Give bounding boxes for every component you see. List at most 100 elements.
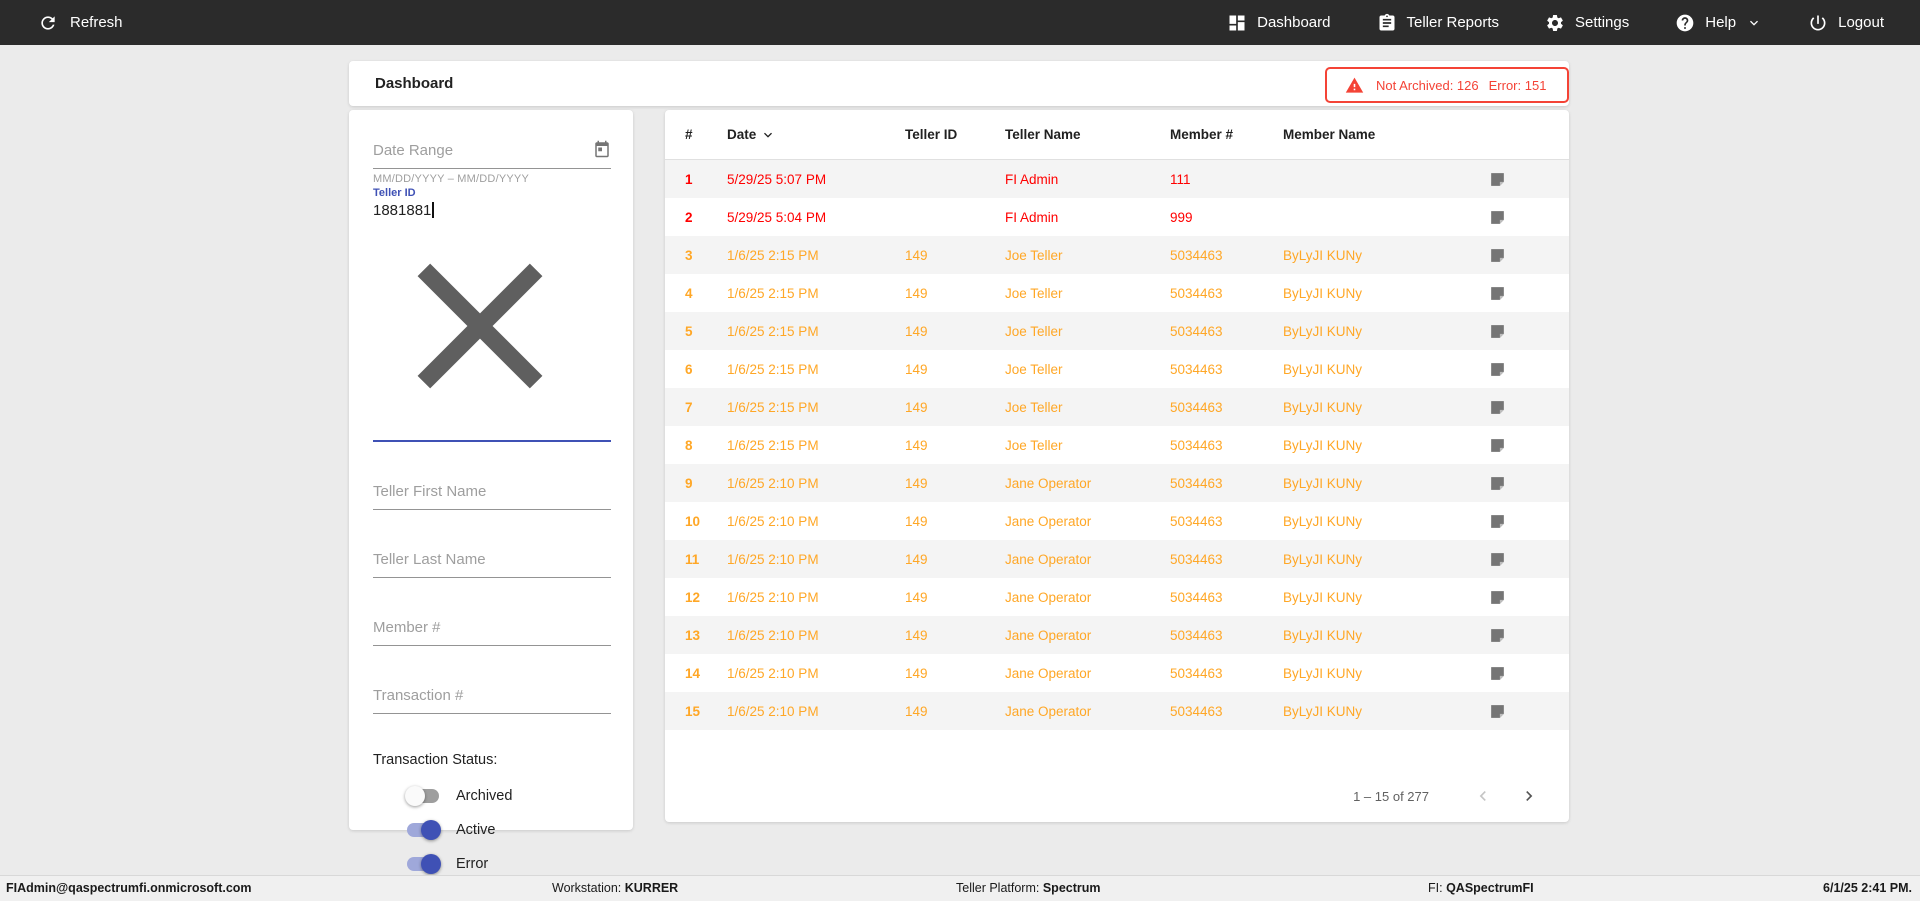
cell-member-name: ByLyJI KUNy (1283, 703, 1363, 719)
note-icon[interactable] (1488, 246, 1569, 265)
nav-dashboard[interactable]: Dashboard (1227, 13, 1331, 33)
toggle-switch-active[interactable] (405, 820, 441, 840)
toggle-switch-error[interactable] (405, 854, 441, 874)
table-row[interactable]: 13 1/6/25 2:10 PM 149 Jane Operator 5034… (665, 616, 1569, 654)
cell-member-num: 5034463 (1170, 475, 1223, 491)
teller-first-name-input[interactable] (373, 479, 611, 510)
calendar-icon[interactable] (593, 140, 611, 158)
cell-teller-name: Jane Operator (1005, 513, 1092, 529)
note-icon[interactable] (1488, 588, 1569, 607)
row-number: 4 (685, 285, 693, 301)
note-icon[interactable] (1488, 474, 1569, 493)
table-header-row: # Date Teller ID Teller Name Member # Me… (665, 110, 1569, 160)
table-row[interactable]: 15 1/6/25 2:10 PM 149 Jane Operator 5034… (665, 692, 1569, 730)
cell-teller-id: 149 (905, 513, 928, 529)
teller-last-name-input[interactable] (373, 547, 611, 578)
chevron-left-icon (1473, 786, 1493, 806)
cell-member-num: 5034463 (1170, 323, 1223, 339)
nav-settings[interactable]: Settings (1545, 13, 1629, 33)
date-range-field[interactable] (373, 138, 611, 169)
refresh-button[interactable]: Refresh (38, 13, 123, 33)
teller-id-input[interactable]: 1881881 (373, 199, 611, 442)
col-header-member-num[interactable]: Member # (1170, 127, 1234, 142)
error-count: Error: 151 (1488, 77, 1547, 93)
table-row[interactable]: 6 1/6/25 2:15 PM 149 Joe Teller 5034463 … (665, 350, 1569, 388)
pagination: 1 – 15 of 277 (1353, 782, 1543, 810)
table-row[interactable]: 7 1/6/25 2:15 PM 149 Joe Teller 5034463 … (665, 388, 1569, 426)
cell-member-name: ByLyJI KUNy (1283, 627, 1363, 643)
member-number-field[interactable] (373, 615, 611, 646)
teller-id-label: Teller ID (373, 187, 416, 199)
date-range-input[interactable] (373, 138, 611, 169)
table-row[interactable]: 8 1/6/25 2:15 PM 149 Joe Teller 5034463 … (665, 426, 1569, 464)
table-row[interactable]: 10 1/6/25 2:10 PM 149 Jane Operator 5034… (665, 502, 1569, 540)
nav-teller-reports[interactable]: Teller Reports (1377, 13, 1500, 33)
transaction-number-field[interactable] (373, 683, 611, 714)
row-number: 8 (685, 437, 693, 453)
cell-teller-name: Jane Operator (1005, 627, 1092, 643)
cell-date: 1/6/25 2:10 PM (727, 475, 819, 491)
table-row[interactable]: 5 1/6/25 2:15 PM 149 Joe Teller 5034463 … (665, 312, 1569, 350)
toggle-switch-archived[interactable] (405, 786, 441, 806)
col-header-num[interactable]: # (685, 127, 693, 142)
cell-teller-name: Joe Teller (1005, 361, 1063, 377)
note-icon[interactable] (1488, 512, 1569, 531)
toggle-archived[interactable]: Archived (405, 786, 611, 806)
cell-teller-name: Jane Operator (1005, 665, 1092, 681)
cell-member-num: 5034463 (1170, 589, 1223, 605)
cell-member-name: ByLyJI KUNy (1283, 399, 1363, 415)
cell-member-name: ByLyJI KUNy (1283, 437, 1363, 453)
col-header-member-name[interactable]: Member Name (1283, 127, 1376, 142)
note-icon[interactable] (1488, 170, 1569, 189)
table-row[interactable]: 1 5/29/25 5:07 PM FI Admin 111 (665, 160, 1569, 198)
table-row[interactable]: 9 1/6/25 2:10 PM 149 Jane Operator 50344… (665, 464, 1569, 502)
note-icon[interactable] (1488, 322, 1569, 341)
col-header-teller-id[interactable]: Teller ID (905, 127, 958, 142)
cell-member-num: 999 (1170, 209, 1193, 225)
note-icon[interactable] (1488, 208, 1569, 227)
top-navbar: Refresh Dashboard Teller Reports Setting… (0, 0, 1920, 45)
toggle-active[interactable]: Active (405, 820, 611, 840)
text-caret (432, 202, 434, 218)
note-icon[interactable] (1488, 398, 1569, 417)
teller-last-name-field[interactable] (373, 547, 611, 578)
cell-teller-id: 149 (905, 475, 928, 491)
cell-member-num: 5034463 (1170, 361, 1223, 377)
dashboard-icon (1227, 13, 1247, 33)
cell-member-name: ByLyJI KUNy (1283, 247, 1363, 263)
col-header-teller-name[interactable]: Teller Name (1005, 127, 1081, 142)
member-number-input[interactable] (373, 615, 611, 646)
table-row[interactable]: 4 1/6/25 2:15 PM 149 Joe Teller 5034463 … (665, 274, 1569, 312)
table-row[interactable]: 3 1/6/25 2:15 PM 149 Joe Teller 5034463 … (665, 236, 1569, 274)
cell-teller-name: FI Admin (1005, 209, 1059, 225)
table-row[interactable]: 2 5/29/25 5:04 PM FI Admin 999 (665, 198, 1569, 236)
table-row[interactable]: 11 1/6/25 2:10 PM 149 Jane Operator 5034… (665, 540, 1569, 578)
cell-member-name: ByLyJI KUNy (1283, 513, 1363, 529)
note-icon[interactable] (1488, 702, 1569, 721)
row-number: 15 (685, 703, 701, 719)
note-icon[interactable] (1488, 550, 1569, 569)
cell-teller-id: 149 (905, 399, 928, 415)
nav-teller-reports-label: Teller Reports (1406, 14, 1500, 31)
toggle-error[interactable]: Error (405, 854, 611, 874)
table-row[interactable]: 12 1/6/25 2:10 PM 149 Jane Operator 5034… (665, 578, 1569, 616)
table-row[interactable]: 14 1/6/25 2:10 PM 149 Jane Operator 5034… (665, 654, 1569, 692)
teller-first-name-field[interactable] (373, 479, 611, 510)
clear-field-icon[interactable] (373, 219, 587, 433)
cell-member-name: ByLyJI KUNy (1283, 361, 1363, 377)
note-icon[interactable] (1488, 436, 1569, 455)
note-icon[interactable] (1488, 664, 1569, 683)
transaction-number-input[interactable] (373, 683, 611, 714)
note-icon[interactable] (1488, 360, 1569, 379)
note-icon[interactable] (1488, 284, 1569, 303)
nav-help-label: Help (1705, 14, 1737, 31)
note-icon[interactable] (1488, 626, 1569, 645)
teller-id-value: 1881881 (373, 202, 432, 219)
prev-page-button[interactable] (1469, 782, 1497, 810)
next-page-button[interactable] (1515, 782, 1543, 810)
cell-date: 1/6/25 2:15 PM (727, 437, 819, 453)
nav-logout[interactable]: Logout (1808, 13, 1884, 33)
col-header-date[interactable]: Date (727, 127, 905, 143)
toggle-active-label: Active (456, 822, 496, 838)
nav-help[interactable]: Help (1675, 13, 1762, 33)
